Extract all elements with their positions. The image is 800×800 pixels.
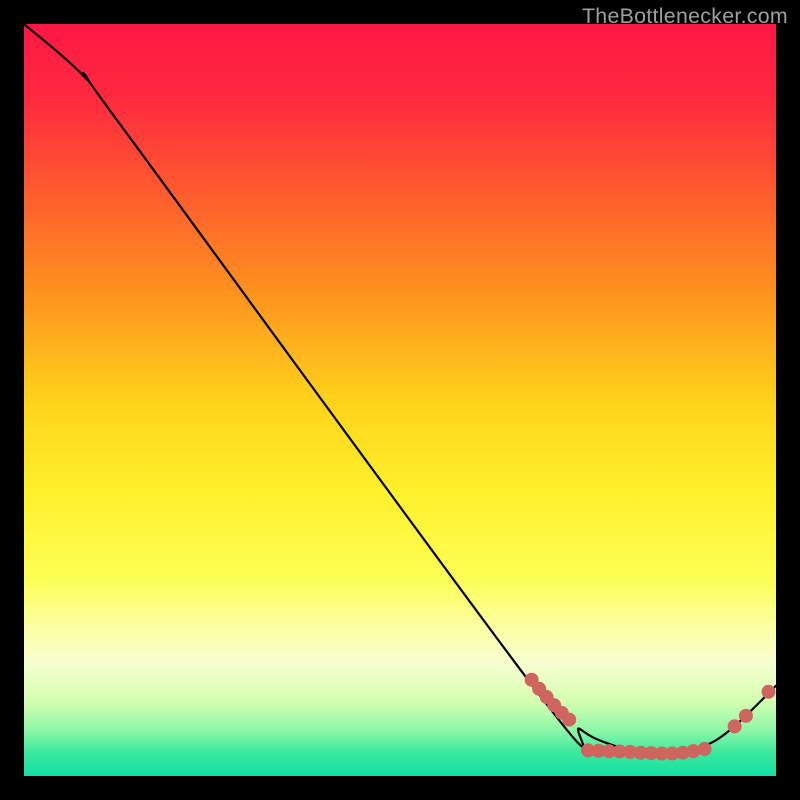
data-point (687, 745, 700, 758)
bottleneck-chart (0, 0, 800, 800)
data-point (739, 709, 752, 722)
data-point (728, 720, 741, 733)
data-point (698, 742, 711, 755)
data-point (563, 713, 576, 726)
attribution-label: TheBottlenecker.com (582, 4, 788, 29)
data-point (762, 685, 775, 698)
plot-background (24, 24, 776, 776)
chart-stage: TheBottlenecker.com (0, 0, 800, 800)
